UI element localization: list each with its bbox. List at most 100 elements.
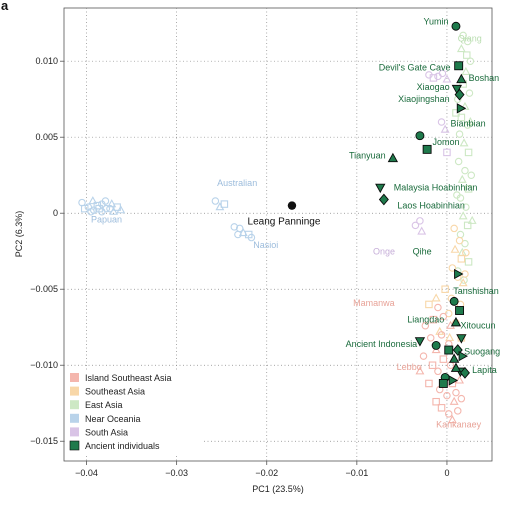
y-tick-label: −0.005 — [30, 284, 58, 294]
data-point — [425, 379, 433, 388]
ancient-sample-label: Tianyuan — [349, 150, 386, 160]
data-point — [428, 361, 437, 369]
highlight-layer: Leang Panninge — [248, 201, 321, 228]
x-axis-label: PC1 (23.5%) — [252, 484, 304, 494]
data-point — [457, 113, 466, 122]
data-point — [88, 196, 98, 205]
plot-frame — [63, 7, 493, 462]
data-point — [443, 148, 451, 157]
data-point — [458, 350, 468, 362]
legend-swatch — [70, 386, 79, 396]
data-point — [444, 345, 454, 355]
data-point — [215, 202, 225, 211]
legend-box — [66, 370, 204, 455]
data-point — [106, 204, 114, 213]
data-point — [449, 296, 459, 306]
data-point — [211, 197, 220, 205]
population-label: Lebbo — [397, 362, 422, 372]
data-point — [452, 109, 460, 117]
data-point — [439, 355, 448, 363]
panel-letter: a — [1, 0, 9, 13]
data-point — [416, 217, 424, 225]
data-point — [440, 124, 450, 133]
data-point — [459, 138, 469, 147]
data-point — [453, 191, 461, 199]
data-point — [434, 303, 442, 312]
ancient-sample-label: Bianbian — [451, 119, 486, 129]
legend-swatch — [70, 427, 79, 437]
data-point — [457, 394, 466, 403]
data-point — [455, 306, 465, 315]
data-point — [442, 74, 452, 83]
data-point — [463, 51, 471, 59]
data-point — [444, 309, 453, 318]
legend-label: Near Oceania — [85, 414, 141, 424]
data-point — [450, 244, 460, 253]
data-point — [465, 117, 475, 126]
data-point — [415, 366, 425, 375]
data-point — [220, 200, 229, 208]
ancient-sample-label: Xitoucun — [460, 321, 495, 331]
ancient-sample-label: Tanshishan — [453, 286, 499, 296]
data-point — [449, 396, 459, 405]
data-point — [458, 211, 468, 220]
data-point — [462, 248, 470, 257]
data-point — [459, 31, 467, 40]
points-layer — [78, 21, 477, 424]
data-point — [456, 44, 466, 53]
grid-layer — [64, 8, 492, 461]
data-point — [415, 131, 425, 141]
data-point — [460, 101, 470, 110]
data-point — [461, 66, 471, 75]
ancient-sample-label: Qihe — [413, 246, 432, 256]
data-point — [454, 407, 462, 415]
data-point — [437, 118, 446, 126]
x-tick-label: −0.04 — [75, 468, 98, 478]
data-point — [461, 239, 469, 248]
data-point — [448, 375, 459, 386]
ancient-sample-label: Suogang — [464, 347, 500, 357]
data-point — [234, 230, 242, 239]
data-point — [454, 157, 463, 166]
data-point — [459, 366, 470, 379]
ancient-sample-label: Laos Hoabinhian — [397, 201, 465, 211]
data-point — [437, 331, 446, 339]
ancient-sample-label: Devil's Gate Cave — [379, 62, 451, 72]
data-point — [425, 71, 433, 79]
legend: Island Southeast Asia Southeast Asia East … — [66, 370, 204, 455]
data-point — [455, 130, 464, 138]
data-point — [419, 352, 428, 360]
data-point — [448, 264, 457, 272]
data-point — [467, 215, 477, 224]
data-point — [78, 198, 86, 207]
data-point — [456, 334, 467, 344]
data-point — [429, 315, 438, 324]
data-point — [448, 353, 460, 363]
data-point — [116, 205, 126, 214]
data-point — [417, 226, 427, 235]
population-label: Qiang — [458, 33, 482, 43]
population-label: Mamanwa — [353, 298, 395, 308]
data-point — [450, 316, 462, 327]
data-point — [456, 103, 467, 114]
x-tick-label: −0.01 — [345, 468, 368, 478]
population-label: Australian — [217, 178, 257, 188]
data-point — [438, 379, 448, 388]
data-point — [455, 375, 465, 384]
data-point — [375, 183, 386, 194]
population-label: Kankanaey — [436, 420, 482, 430]
data-point — [411, 221, 420, 230]
data-point — [447, 414, 457, 424]
data-point — [101, 197, 110, 205]
ancient-labels: Yumin Devil's Gate Cave Boshan Xiaogao Xiaoj… — [346, 17, 500, 375]
y-tick-label: −0.015 — [30, 436, 58, 446]
data-point — [414, 337, 426, 347]
x-tick-label: −0.03 — [165, 468, 188, 478]
data-point — [463, 221, 472, 230]
data-point — [454, 61, 464, 71]
data-point — [464, 148, 473, 157]
data-point — [457, 255, 466, 263]
data-point — [458, 278, 468, 287]
data-point — [452, 388, 460, 397]
data-point — [457, 174, 467, 183]
